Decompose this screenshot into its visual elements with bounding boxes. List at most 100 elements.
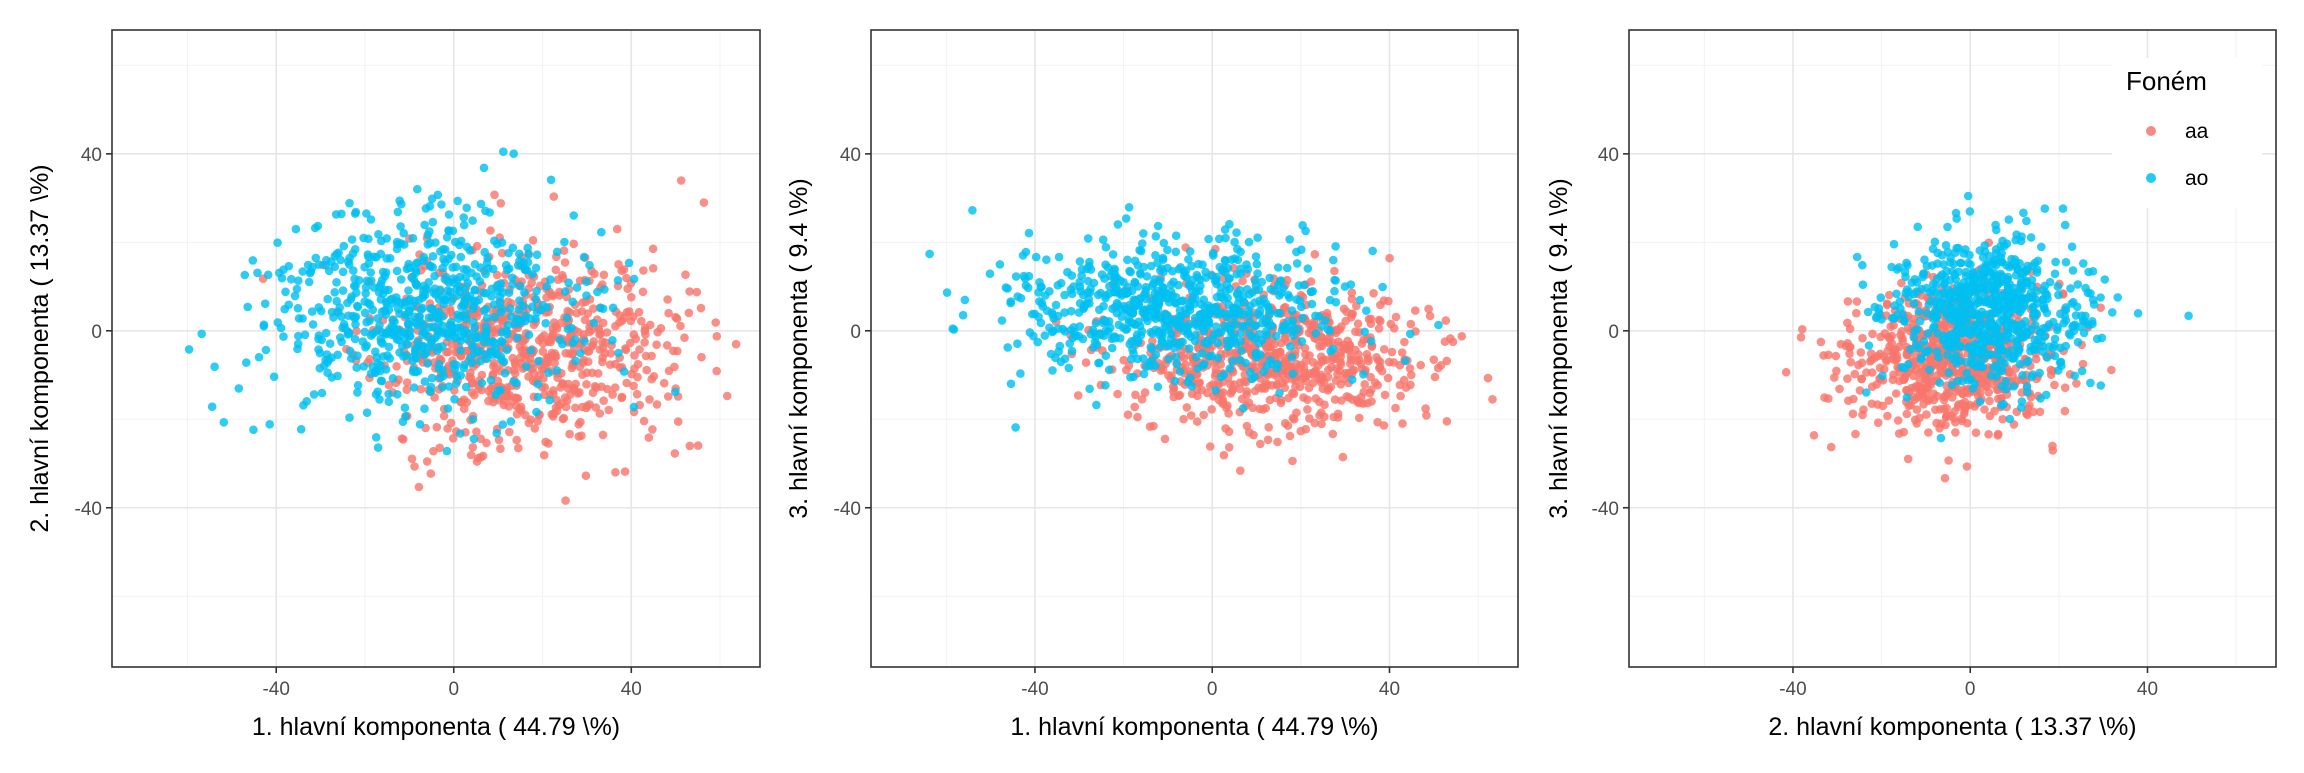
point-aa [598,357,607,367]
point-ao [1158,283,1168,292]
point-ao [558,339,567,349]
point-ao [368,362,378,372]
point-ao [485,208,495,217]
point-ao [2050,269,2060,279]
point-aa [663,295,672,304]
point-ao [2092,334,2102,344]
point-ao [353,388,362,397]
point-aa [1836,339,1846,349]
point-ao [497,304,507,314]
point-ao [1158,255,1168,264]
point-ao [2018,329,2028,339]
point-ao [361,343,370,352]
point-ao [438,342,447,351]
point-aa [1962,462,1972,471]
point-ao [1199,326,1209,336]
point-ao [1128,345,1137,354]
point-aa [1239,377,1249,386]
point-ao [462,203,472,213]
point-ao [513,333,522,343]
point-ao [1232,228,1241,237]
point-aa [1347,288,1357,297]
point-ao [1951,274,1960,284]
point-ao [524,250,533,259]
point-ao [1937,270,1947,279]
point-aa [645,320,655,330]
point-ao [1965,282,1974,291]
point-aa [1288,413,1298,423]
point-ao [1151,251,1160,260]
point-ao [1172,359,1181,369]
point-ao [293,344,302,354]
point-ao [371,347,380,357]
point-ao [1946,258,1955,267]
point-ao [463,278,473,288]
point-ao [468,415,478,424]
point-ao [1185,319,1194,329]
point-ao [1240,321,1250,331]
point-ao [479,163,489,173]
point-ao [384,389,393,399]
point-aa [2025,401,2034,410]
point-aa [1306,369,1315,378]
point-ao [542,282,552,291]
point-aa [1798,325,1807,334]
point-ao [1928,244,1938,254]
point-ao [1030,309,1040,319]
point-ao [184,345,194,354]
y-tick-label: 40 [840,145,861,166]
point-ao [486,375,496,385]
point-aa [676,321,685,331]
point-ao [1992,279,2001,288]
point-ao [1051,300,1061,310]
point-ao [1101,381,1110,390]
point-ao [1360,327,1369,337]
point-ao [1156,342,1165,352]
point-ao [293,303,303,313]
point-ao [234,384,244,393]
point-ao [2016,284,2026,294]
point-aa [1310,250,1320,259]
point-ao [1949,334,1958,343]
point-ao [1876,293,1886,303]
point-aa [468,443,478,452]
point-ao [371,433,381,442]
point-aa [542,353,552,363]
point-aa [598,430,608,440]
point-ao [1956,319,1966,329]
point-ao [2084,267,2093,277]
point-ao [396,275,406,284]
point-ao [1287,353,1297,362]
x-axis-title: 1. hlavní komponenta ( 44.79 \%) [1010,713,1378,741]
point-aa [1256,439,1265,449]
point-ao [2023,356,2033,366]
points-layer [184,147,741,505]
point-ao [449,274,458,283]
point-ao [308,320,318,329]
point-ao [1303,264,1313,273]
point-ao [361,283,371,292]
point-aa [1899,427,1908,437]
point-ao [441,272,451,282]
point-ao [2184,311,2193,321]
point-aa [1338,452,1348,462]
point-ao [1909,299,1919,308]
point-ao [1077,265,1087,274]
point-ao [1093,290,1103,300]
point-ao [470,285,480,295]
point-ao [425,323,434,332]
point-ao [459,220,469,230]
point-ao [362,317,371,327]
point-aa [629,330,639,339]
point-aa [645,395,654,404]
point-ao [1153,221,1163,231]
point-ao [1197,348,1207,358]
point-ao [534,356,543,366]
point-aa [565,429,574,439]
point-ao [1913,222,1922,232]
point-aa [2023,410,2032,420]
point-ao [671,387,680,397]
point-aa [467,388,477,397]
point-aa [1850,369,1860,379]
point-ao [442,446,452,456]
